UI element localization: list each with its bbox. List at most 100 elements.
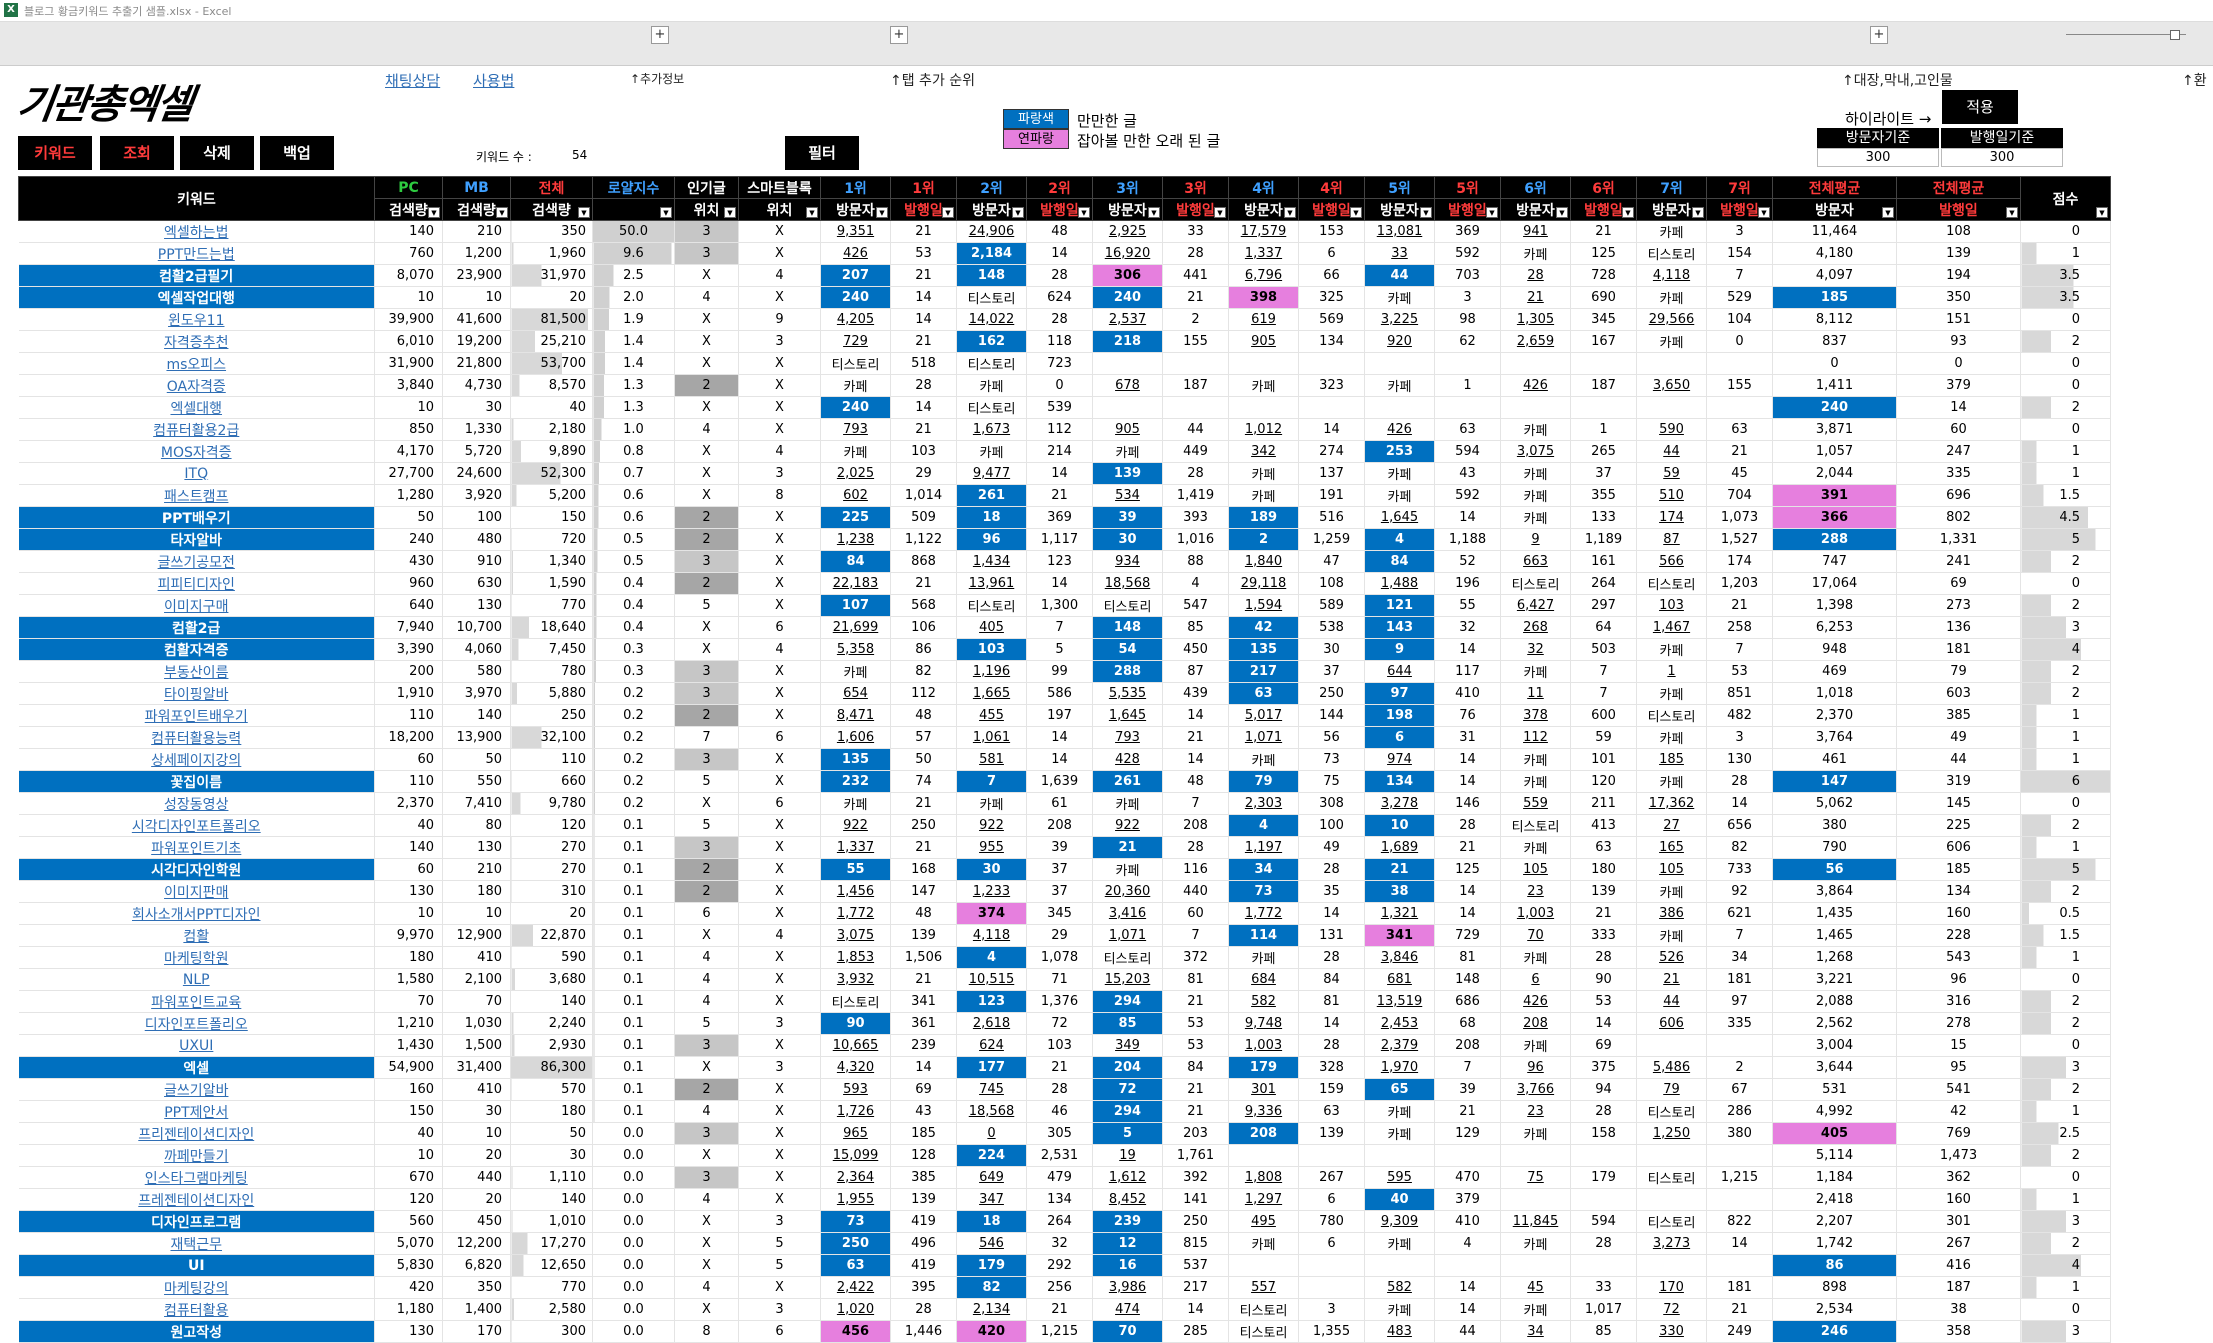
keyword-cell[interactable]: 회사소개서PPT디자인 [18,902,375,925]
table-row[interactable]: 타자알바 240 480 720 0.5 2 X 1,238 1,122 96 1,117 30 1,0… [18,528,2111,551]
filter-dropdown-icon[interactable]: ▼ [1148,207,1160,218]
filter-dropdown-icon[interactable]: ▼ [428,207,440,218]
table-row[interactable]: 파워포인트배우기 110 140 250 0.2 2 X 8,471 48 455 197 1,645… [18,704,2111,727]
keyword-cell[interactable]: 글쓰기알바 [18,1078,375,1101]
table-row[interactable]: 시각디자인포트폴리오 40 80 120 0.1 5 X 922 250 922 208 922 208… [18,814,2111,837]
usage-link[interactable]: 사용법 [473,72,515,90]
table-row[interactable]: 컴활2급 7,940 10,700 18,640 0.4 X 6 21,699 106 405 7 1… [18,616,2111,639]
keyword-cell[interactable]: 피피티디자인 [18,572,375,595]
table-row[interactable]: ms오피스 31,900 21,800 53,700 1.4 X X 티스토리 518 티스토리 7… [18,352,2111,375]
table-row[interactable]: 컴활 9,970 12,900 22,870 0.1 X 4 3,075 139 4,118 29 1… [18,924,2111,947]
table-row[interactable]: 컴활자격증 3,390 4,060 7,450 0.3 X 4 5,358 86 103 5 54 45… [18,638,2111,661]
keyword-cell[interactable]: 프리젠테이션디자인 [18,1122,375,1145]
expand-button-2[interactable]: + [890,26,908,44]
filter-dropdown-icon[interactable]: ▼ [660,207,672,218]
keyword-cell[interactable]: ms오피스 [18,352,375,375]
table-row[interactable]: 컴퓨터활용 1,180 1,400 2,580 0.0 X 3 1,020 28 2,134 21 4… [18,1298,2111,1321]
keyword-cell[interactable]: 상세페이지강의 [18,748,375,771]
table-row[interactable]: 자격증추천 6,010 19,200 25,210 1.4 X 3 729 21 162 118 21… [18,330,2111,353]
delete-button[interactable]: 삭제 [180,136,254,170]
keyword-cell[interactable]: 마케팅학원 [18,946,375,969]
filter-dropdown-icon[interactable]: ▼ [1882,207,1894,218]
table-row[interactable]: 부동산이름 200 580 780 0.3 3 X 카페 82 1,196 99 288 87 217 37… [18,660,2111,683]
keyword-cell[interactable]: 엑셀작업대행 [18,286,375,309]
filter-dropdown-icon[interactable]: ▼ [1012,207,1024,218]
table-row[interactable]: 디자인프로그램 560 450 1,010 0.0 X 3 73 419 18 264 239 250 4… [18,1210,2111,1233]
keyword-button[interactable]: 키워드 [18,136,92,170]
expand-button-3[interactable]: + [1870,26,1888,44]
table-row[interactable]: 디자인포트폴리오 1,210 1,030 2,240 0.1 5 3 90 361 2,618 72… [18,1012,2111,1035]
table-row[interactable]: 마케팅학원 180 410 590 0.1 4 X 1,853 1,506 4 1,078 티스토리 3… [18,946,2111,969]
keyword-cell[interactable]: 성장동영상 [18,792,375,815]
zoom-slider-handle[interactable] [2170,30,2180,40]
keyword-cell[interactable]: UXUI [18,1034,375,1057]
zoom-slider[interactable] [2066,34,2186,35]
keyword-cell[interactable]: 부동산이름 [18,660,375,683]
table-row[interactable]: MOS자격증 4,170 5,720 9,890 0.8 X 4 카페 103 카페 214 카페 44… [18,440,2111,463]
table-row[interactable]: UXUI 1,430 1,500 2,930 0.1 3 X 10,665 239 624 103 3… [18,1034,2111,1057]
keyword-cell[interactable]: 컴활자격증 [18,638,375,661]
keyword-cell[interactable]: 글쓰기공모전 [18,550,375,573]
table-row[interactable]: 패스트캠프 1,280 3,920 5,200 0.6 X 8 602 1,014 261 21 53… [18,484,2111,507]
keyword-cell[interactable]: 원고작성 [18,1320,375,1343]
filter-dropdown-icon[interactable]: ▼ [1284,207,1296,218]
keyword-cell[interactable]: MOS자격증 [18,440,375,463]
filter-dropdown-icon[interactable]: ▼ [1556,207,1568,218]
filter-dropdown-icon[interactable]: ▼ [1214,207,1226,218]
table-row[interactable]: 이미지판매 130 180 310 0.1 2 X 1,456 147 1,233 37 20,360… [18,880,2111,903]
filter-dropdown-icon[interactable]: ▼ [1420,207,1432,218]
table-row[interactable]: 파워포인트교육 70 70 140 0.1 4 X 티스토리 341 123 1,376 294 21 5… [18,990,2111,1013]
keyword-cell[interactable]: 컴퓨터활용2급 [18,418,375,441]
filter-dropdown-icon[interactable]: ▼ [578,207,590,218]
visitor-criterion-input[interactable]: 300 [1817,148,1939,167]
table-row[interactable]: PPT제안서 150 30 180 0.1 4 X 1,726 43 18,568 46 294 21 9… [18,1100,2111,1123]
filter-dropdown-icon[interactable]: ▼ [876,207,888,218]
keyword-cell[interactable]: 이미지판매 [18,880,375,903]
table-row[interactable]: 엑셀대행 10 30 40 1.3 X X 240 14 티스토리 539 240 14 2 [18,396,2111,419]
table-row[interactable]: 회사소개서PPT디자인 10 10 20 0.1 6 X 1,772 48 374 345 3,416… [18,902,2111,925]
keyword-cell[interactable]: 까페만들기 [18,1144,375,1167]
keyword-cell[interactable]: PPT제안서 [18,1100,375,1123]
keyword-cell[interactable]: 컴퓨터활용능력 [18,726,375,749]
table-row[interactable]: 프리젠테이션디자인 40 10 50 0.0 3 X 965 185 0 305 5 203 208 139… [18,1122,2111,1145]
table-row[interactable]: 윈도우11 39,900 41,600 81,500 1.9 X 9 4,205 14 14,02… [18,308,2111,331]
keyword-cell[interactable]: 컴활2급 [18,616,375,639]
filter-dropdown-icon[interactable]: ▼ [1078,207,1090,218]
keyword-cell[interactable]: NLP [18,968,375,991]
filter-dropdown-icon[interactable]: ▼ [806,207,818,218]
keyword-cell[interactable]: 엑셀대행 [18,396,375,419]
keyword-cell[interactable]: 윈도우11 [18,308,375,331]
keyword-cell[interactable]: 시각디자인학원 [18,858,375,881]
table-row[interactable]: 원고작성 130 170 300 0.0 8 6 456 1,446 420 1,215 70 285 티… [18,1320,2111,1343]
keyword-cell[interactable]: 엑셀 [18,1056,375,1079]
table-row[interactable]: 시각디자인학원 60 210 270 0.1 2 X 55 168 30 37 카페 116 34 28 21… [18,858,2111,881]
keyword-cell[interactable]: 컴활 [18,924,375,947]
filter-dropdown-icon[interactable]: ▼ [1758,207,1770,218]
table-row[interactable]: OA자격증 3,840 4,730 8,570 1.3 2 X 카페 28 카페 0 678 187 카페… [18,374,2111,397]
lookup-button[interactable]: 조회 [100,136,174,170]
table-row[interactable]: 이미지구매 640 130 770 0.4 5 X 107 568 티스토리 1,300 티스토리 54… [18,594,2111,617]
filter-dropdown-icon[interactable]: ▼ [2096,207,2108,218]
table-row[interactable]: 상세페이지강의 60 50 110 0.2 3 X 135 50 581 14 428 14 카페 73 97… [18,748,2111,771]
table-row[interactable]: 재택근무 5,070 12,200 17,270 0.0 X 5 250 496 546 32 12 8… [18,1232,2111,1255]
table-row[interactable]: 엑셀 54,900 31,400 86,300 0.1 X 3 4,320 14 177 21 204… [18,1056,2111,1079]
table-row[interactable]: ITQ 27,700 24,600 52,300 0.7 X 3 2,025 29 9,477 14… [18,462,2111,485]
filter-dropdown-icon[interactable]: ▼ [724,207,736,218]
keyword-cell[interactable]: 컴퓨터활용 [18,1298,375,1321]
table-row[interactable]: 컴퓨터활용2급 850 1,330 2,180 1.0 4 X 793 21 1,673 112 90… [18,418,2111,441]
keyword-cell[interactable]: 파워포인트기초 [18,836,375,859]
table-row[interactable]: 타이핑알바 1,910 3,970 5,880 0.2 3 X 654 112 1,665 586 5… [18,682,2111,705]
apply-button[interactable]: 적용 [1942,90,2018,124]
keyword-cell[interactable]: OA자격증 [18,374,375,397]
table-row[interactable]: 컴퓨터활용능력 18,200 13,900 32,100 0.2 7 6 1,606 57 1,0… [18,726,2111,749]
chat-consult-link[interactable]: 채팅상담 [385,72,441,90]
filter-button[interactable]: 필터 [785,136,859,170]
table-row[interactable]: 프레젠테이션디자인 120 20 140 0.0 4 X 1,955 139 347 134 8,45… [18,1188,2111,1211]
keyword-cell[interactable]: UI [18,1254,375,1277]
keyword-cell[interactable]: PPT배우기 [18,506,375,529]
table-row[interactable]: 피피티디자인 960 630 1,590 0.4 2 X 22,183 21 13,961 14 18… [18,572,2111,595]
filter-dropdown-icon[interactable]: ▼ [496,207,508,218]
table-row[interactable]: 마케팅강의 420 350 770 0.0 4 X 2,422 395 82 256 3,986 217… [18,1276,2111,1299]
table-row[interactable]: 인스타그램마케팅 670 440 1,110 0.0 3 X 2,364 385 649 479 1,… [18,1166,2111,1189]
table-row[interactable]: UI 5,830 6,820 12,650 0.0 X 5 63 419 179 292 16 537 8… [18,1254,2111,1277]
